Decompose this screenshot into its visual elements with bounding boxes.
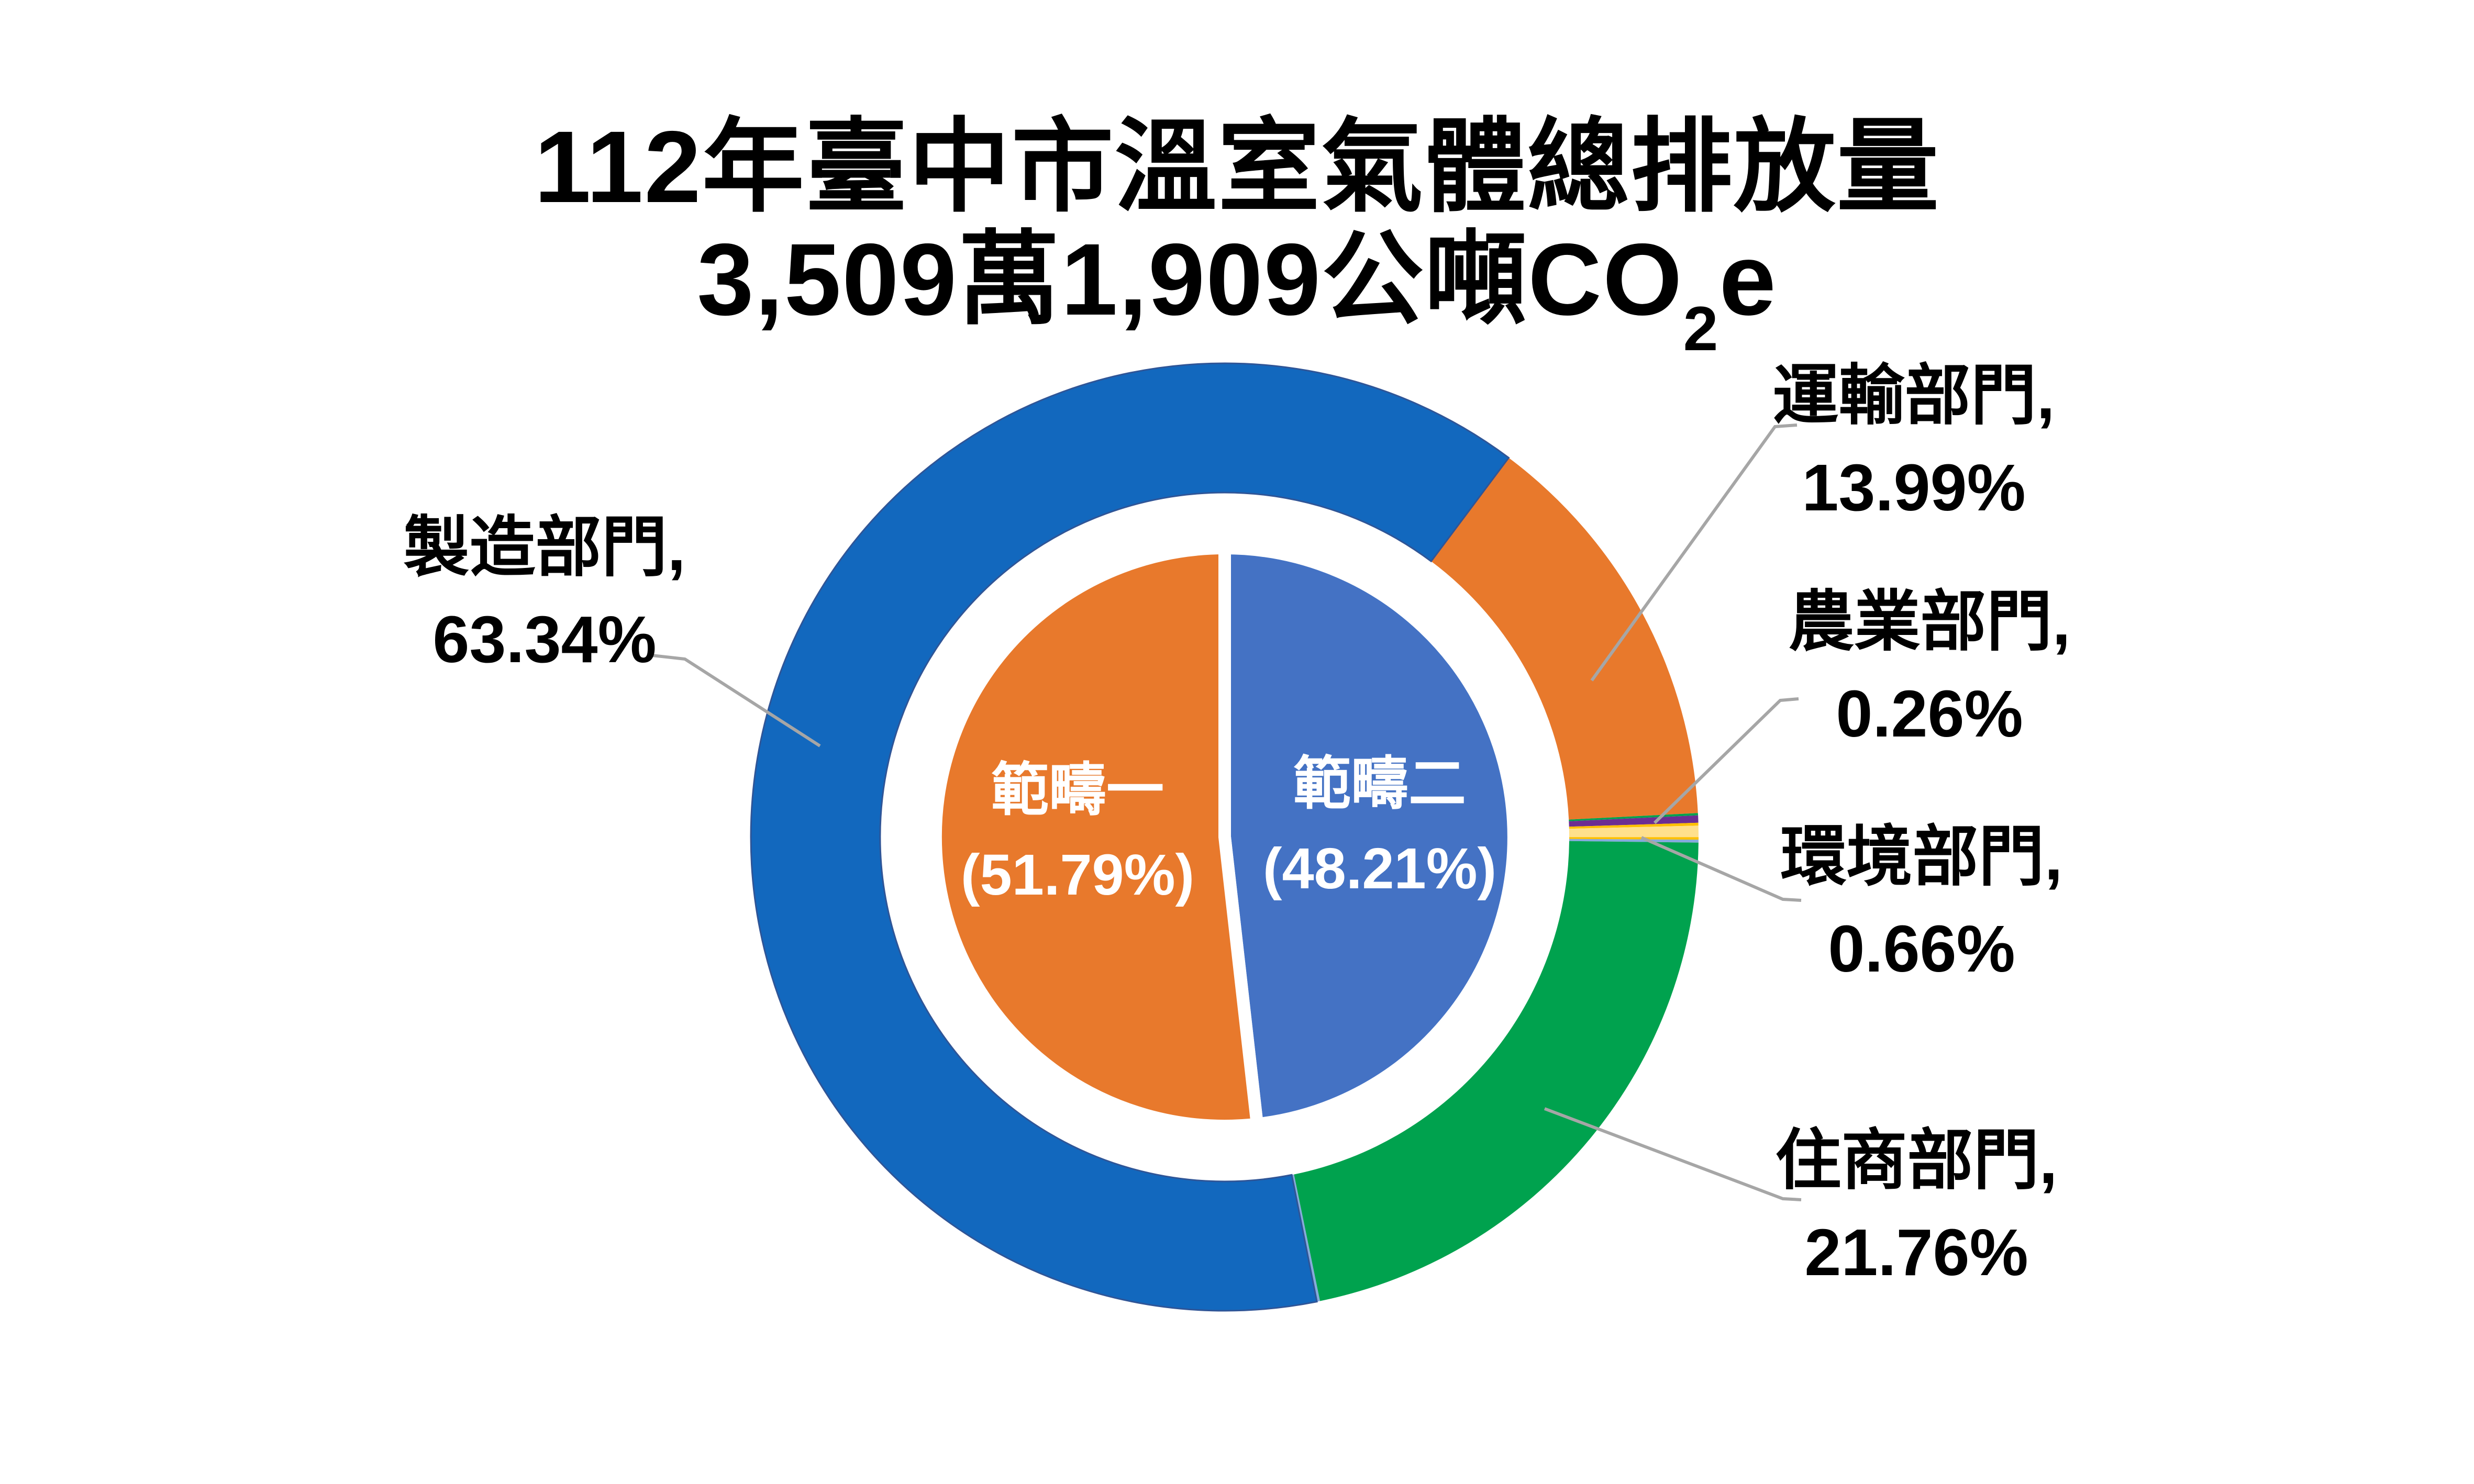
leader-line-manufacturing (651, 654, 821, 747)
label-scope2-value: (48.21%) (1262, 836, 1497, 901)
label-environment-value: 0.66% (1828, 912, 2015, 986)
label-scope1-value: (51.79%) (960, 843, 1195, 907)
segment-environment-yellow (1569, 825, 1699, 838)
chart-title-line1: 112年臺中市溫室氣體總排放量 (534, 110, 1940, 224)
segment-transport-orange (1431, 458, 1698, 820)
segment-residential-lightblue-edge-bottom (1292, 1174, 1320, 1302)
chart-title: 112年臺中市溫室氣體總排放量 3,509萬1,909公噸CO2e (0, 110, 2474, 361)
segment-residential-lightblue-edge-top (1569, 839, 1699, 843)
label-manufacturing: 製造部門, 63.34% (257, 501, 833, 686)
label-manufacturing-name: 製造部門, (403, 510, 686, 584)
label-residential-name: 住商部門, (1775, 1123, 2058, 1197)
label-scope1-name: 範疇一 (991, 758, 1164, 822)
chart-segments (750, 362, 1699, 1312)
label-residential: 住商部門, 21.76% (1628, 1114, 2204, 1299)
co2-subscript: 2 (1683, 294, 1719, 364)
label-agriculture-value: 0.26% (1836, 677, 2023, 751)
segment-agriculture-purple (1569, 815, 1699, 827)
segment-manufacturing-blue (750, 362, 1510, 1312)
leader-lines (651, 423, 1802, 1201)
segment-scope2-blue (1218, 541, 1520, 1131)
label-scope1: 範疇一 (51.79%) (842, 748, 1313, 918)
label-agriculture-name: 農業部門, (1788, 585, 2071, 659)
segment-residential-green (1294, 841, 1699, 1301)
segment-agriculture-green-edge (1569, 813, 1699, 821)
label-manufacturing-value: 63.34% (432, 602, 657, 676)
label-environment: 環境部門, 0.66% (1634, 811, 2210, 995)
label-transport-name: 運輸部門, (1772, 359, 2055, 432)
leader-line-environment (1640, 836, 1802, 902)
segment-environment-gold-edge-bottom (1569, 837, 1699, 840)
chart-title-line2: 3,509萬1,909公噸CO2e (0, 222, 2474, 361)
chart-title-line2-suffix: e (1719, 222, 1777, 337)
leader-line-residential (1544, 1107, 1802, 1201)
leader-line-transport (1590, 423, 1798, 682)
leader-line-agriculture (1653, 697, 1799, 824)
segment-environment-gold-edge-top (1569, 822, 1699, 829)
label-environment-name: 環境部門, (1780, 820, 2063, 894)
label-agriculture: 農業部門, 0.26% (1641, 576, 2217, 760)
label-transport: 運輸部門, 13.99% (1626, 350, 2202, 534)
label-scope2: 範疇二 (48.21%) (1144, 742, 1615, 911)
segment-scope1-orange (929, 541, 1264, 1132)
label-transport-value: 13.99% (1802, 451, 2026, 525)
label-scope2-name: 範疇二 (1293, 752, 1466, 816)
chart-title-line2-prefix: 3,509萬1,909公噸CO (697, 222, 1683, 337)
label-residential-value: 21.76% (1804, 1215, 2028, 1289)
